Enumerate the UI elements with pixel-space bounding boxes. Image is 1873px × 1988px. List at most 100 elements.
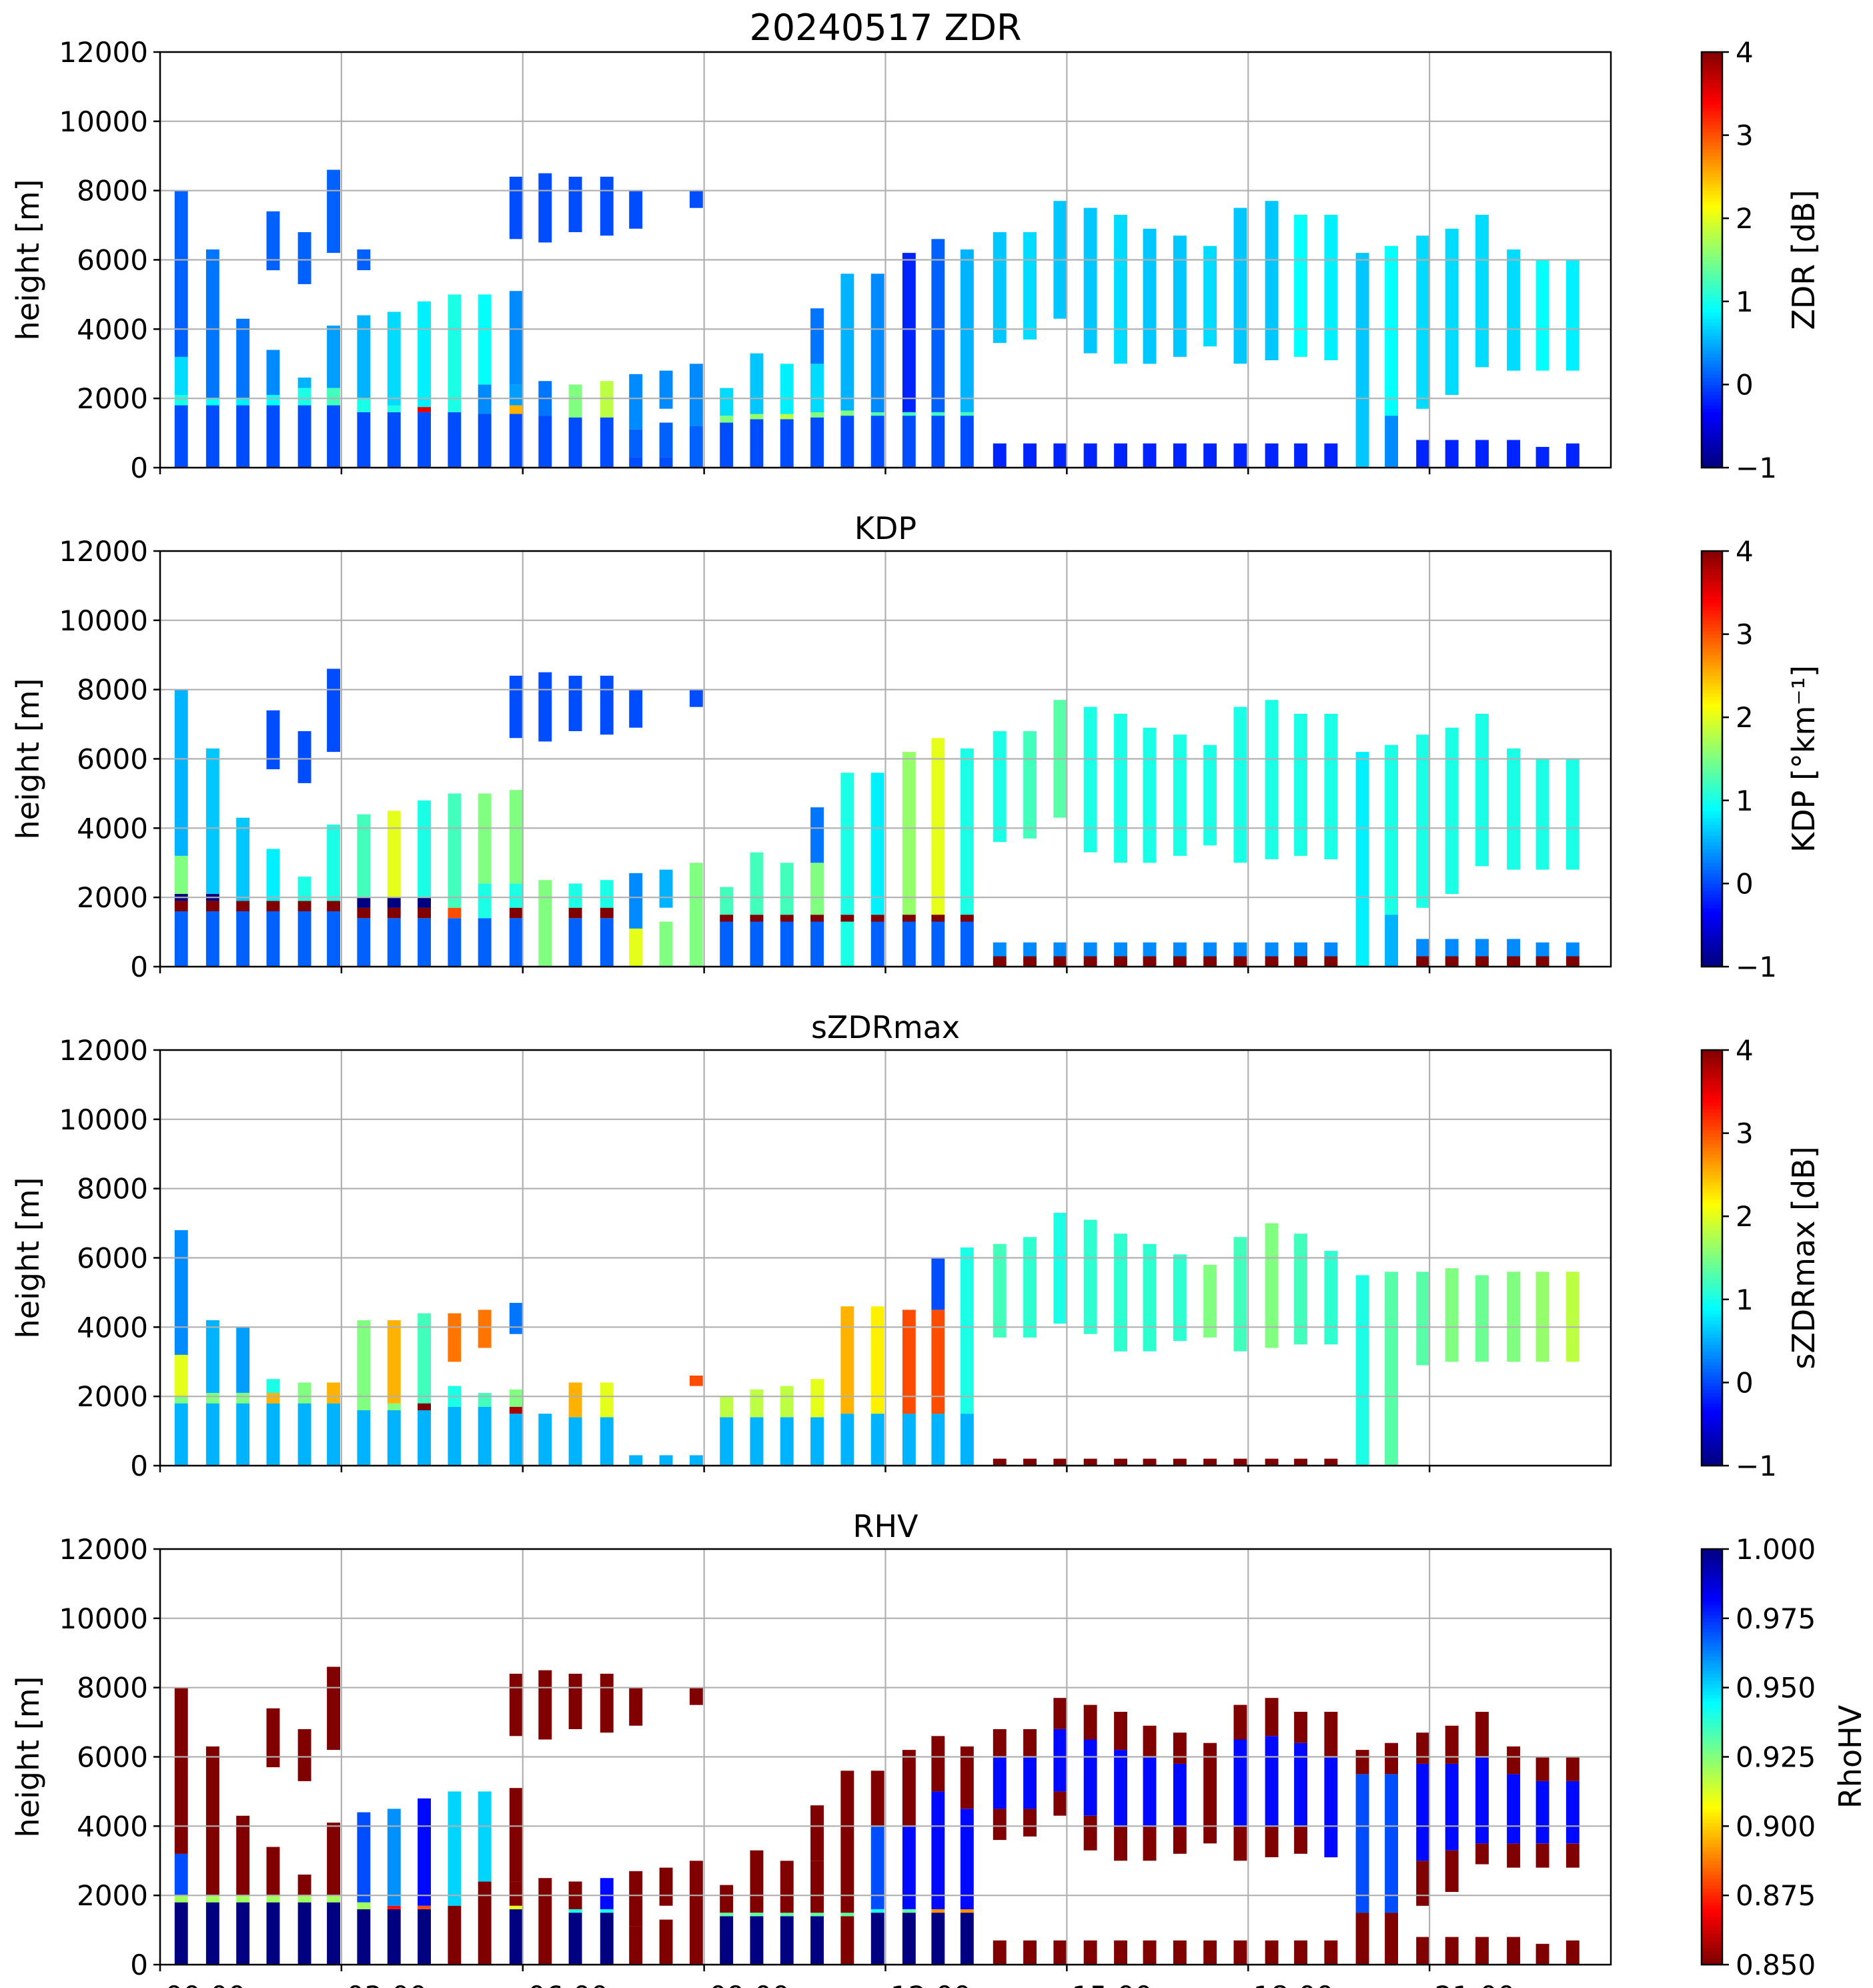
- colorbar-segment: [1702, 412, 1722, 416]
- colorbar-segment: [1702, 1406, 1722, 1411]
- heatmap-cell: [478, 1310, 492, 1348]
- heatmap-cell: [1233, 942, 1247, 957]
- heatmap-cell: [1294, 1712, 1307, 1743]
- colorbar-segment: [1702, 717, 1722, 721]
- heatmap-cell: [357, 1403, 371, 1410]
- colorbar-segment: [1702, 1327, 1722, 1332]
- x-tick-label: 09:00: [709, 1980, 790, 1988]
- heatmap-cell: [509, 918, 523, 967]
- y-tick-label: 8000: [77, 1672, 148, 1704]
- heatmap-cell: [297, 1875, 311, 1896]
- colorbar-segment: [1702, 1237, 1722, 1241]
- heatmap-cell: [205, 405, 219, 468]
- heatmap-cell: [780, 1417, 794, 1466]
- colorbar-segment: [1702, 901, 1722, 905]
- colorbar-segment: [1702, 1115, 1722, 1120]
- colorbar-segment: [1702, 1746, 1722, 1751]
- heatmap-cell: [297, 232, 311, 284]
- colorbar-tick-label: 0.900: [1736, 1810, 1816, 1843]
- colorbar-segment: [1702, 700, 1722, 704]
- colorbar-segment: [1702, 1296, 1722, 1300]
- colorbar-segment: [1702, 1836, 1722, 1841]
- colorbar-segment: [1702, 793, 1722, 798]
- heatmap-cell: [266, 405, 280, 468]
- colorbar-segment: [1702, 1119, 1722, 1123]
- colorbar-segment: [1702, 388, 1722, 392]
- colorbar-segment: [1702, 1771, 1722, 1775]
- colorbar-segment: [1702, 1209, 1722, 1213]
- heatmap-cell: [1265, 1940, 1279, 1965]
- colorbar-segment: [1702, 1161, 1722, 1165]
- colorbar-segment: [1702, 1129, 1722, 1134]
- colorbar-segment: [1702, 1324, 1722, 1328]
- heatmap-cell: [1173, 235, 1187, 357]
- heatmap-cell: [629, 1687, 643, 1726]
- y-tick-label: 2000: [77, 382, 148, 415]
- heatmap-cell: [1355, 1774, 1369, 1913]
- colorbar-label: ZDR [dB]: [1786, 189, 1822, 330]
- colorbar-segment: [1702, 1098, 1722, 1103]
- heatmap-cell: [205, 1895, 219, 1903]
- colorbar-segment: [1702, 1389, 1722, 1394]
- colorbar-segment: [1702, 564, 1722, 569]
- heatmap-cell: [1203, 1940, 1217, 1965]
- colorbar-segment: [1702, 578, 1722, 583]
- colorbar-segment: [1702, 1864, 1722, 1869]
- colorbar-segment: [1702, 1757, 1722, 1761]
- colorbar-segment: [1702, 852, 1722, 857]
- heatmap-cell: [568, 675, 582, 731]
- colorbar-segment: [1702, 419, 1722, 424]
- heatmap-cell: [266, 849, 280, 901]
- colorbar-segment: [1702, 464, 1722, 468]
- heatmap-cell: [418, 301, 431, 408]
- heatmap-cell: [448, 1791, 462, 1906]
- colorbar-segment: [1702, 1728, 1722, 1733]
- colorbar-segment: [1702, 1219, 1722, 1224]
- colorbar-segment: [1702, 231, 1722, 236]
- heatmap-cell: [327, 1823, 340, 1896]
- heatmap-cell: [1294, 956, 1307, 967]
- colorbar: 0.850 0.875 0.900 0.925 0.950 0.975 1.000 RhoHV: [1700, 1533, 1868, 1981]
- heatmap-cell: [993, 1940, 1007, 1965]
- colorbar-segment: [1702, 893, 1722, 898]
- heatmap-cell: [478, 294, 492, 385]
- heatmap-cell: [297, 901, 311, 911]
- heatmap-cell: [1385, 1913, 1398, 1965]
- colorbar-segment: [1702, 1840, 1722, 1844]
- heatmap-cell: [902, 915, 916, 922]
- colorbar-tick-label: −1: [1736, 1450, 1777, 1482]
- colorbar-segment: [1702, 1358, 1722, 1362]
- colorbar-segment: [1702, 207, 1722, 212]
- heatmap-cell: [266, 710, 280, 770]
- colorbar-segment: [1702, 1050, 1722, 1054]
- colorbar-segment: [1702, 1826, 1722, 1831]
- heatmap-cell: [810, 308, 824, 364]
- y-tick-label: 4000: [77, 313, 148, 346]
- colorbar-segment: [1702, 1320, 1722, 1324]
- colorbar-segment: [1702, 1673, 1722, 1678]
- heatmap-cell: [509, 1389, 523, 1407]
- heatmap-cell: [1294, 443, 1307, 468]
- heatmap-cell: [1385, 744, 1398, 915]
- colorbar-segment: [1702, 312, 1722, 316]
- colorbar-segment: [1702, 748, 1722, 753]
- heatmap-cell: [357, 814, 371, 898]
- colorbar-segment: [1702, 1268, 1722, 1272]
- colorbar-segment: [1702, 159, 1722, 163]
- heatmap-cell: [600, 381, 614, 418]
- colorbar-segment: [1702, 1712, 1722, 1716]
- heatmap-cell: [629, 689, 643, 728]
- colorbar-segment: [1702, 1819, 1722, 1823]
- heatmap-cell: [1233, 1704, 1247, 1740]
- colorbar-segment: [1702, 59, 1722, 63]
- colorbar-segment: [1702, 284, 1722, 288]
- colorbar-segment: [1702, 1458, 1722, 1463]
- colorbar-segment: [1702, 1881, 1722, 1886]
- colorbar-segment: [1702, 1753, 1722, 1758]
- colorbar-segment: [1702, 145, 1722, 149]
- heatmap-cell: [689, 190, 703, 208]
- heatmap-cell: [931, 1913, 945, 1965]
- heatmap-cell: [931, 1736, 945, 1792]
- colorbar-segment: [1702, 1888, 1722, 1893]
- heatmap-cell: [327, 326, 340, 388]
